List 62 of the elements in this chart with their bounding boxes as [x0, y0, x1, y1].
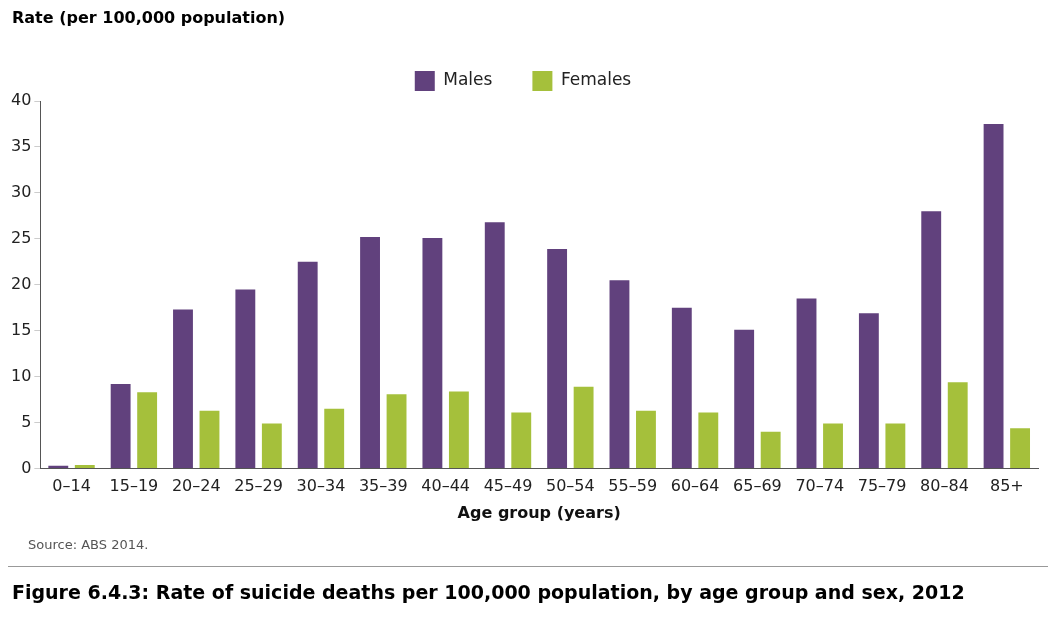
bar — [547, 248, 568, 469]
bar — [671, 307, 692, 469]
x-tick-label: 40–44 — [421, 476, 471, 496]
x-tick-label: 75–79 — [857, 476, 907, 496]
bar — [636, 410, 656, 469]
bar — [885, 423, 906, 469]
bar — [199, 410, 220, 469]
bar — [921, 211, 942, 469]
x-tick-label: 50–54 — [546, 476, 595, 496]
bar — [823, 423, 843, 469]
bar — [484, 222, 505, 469]
x-tick-label: 60–64 — [670, 476, 720, 496]
y-tick-label: 15 — [11, 319, 32, 339]
y-tick-label: 25 — [11, 228, 32, 248]
y-tick-label: 30 — [11, 182, 32, 202]
legend-label: Males — [443, 69, 493, 90]
bar — [760, 431, 781, 469]
x-tick-label: 0–14 — [52, 476, 91, 496]
x-tick-label: 35–39 — [358, 476, 408, 496]
bar — [573, 386, 594, 469]
x-tick-label: 55–59 — [608, 476, 658, 496]
x-tick-label: 70–74 — [795, 476, 845, 496]
y-tick-label: 35 — [11, 136, 32, 156]
bar — [110, 384, 131, 469]
x-tick-label: 80–84 — [920, 476, 969, 496]
bar — [360, 237, 380, 469]
y-tick-label: 40 — [11, 90, 32, 110]
legend-label: Females — [560, 69, 632, 90]
bar — [74, 464, 95, 469]
bar — [448, 391, 469, 469]
bar — [235, 289, 256, 469]
x-tick-label: 20–24 — [171, 476, 221, 496]
bar — [698, 412, 719, 469]
bar — [734, 329, 755, 469]
y-tick-label: 10 — [11, 365, 32, 385]
bar — [173, 309, 193, 469]
x-tick-label: 65–69 — [733, 476, 782, 496]
x-tick-label: 85+ — [989, 476, 1024, 496]
bar — [297, 261, 318, 469]
bar — [858, 313, 879, 469]
bar — [137, 392, 158, 469]
bar — [324, 408, 345, 469]
x-tick-label: 45–49 — [483, 476, 533, 496]
y-tick-label: 20 — [11, 273, 32, 293]
y-axis-title: Rate (per 100,000 population) — [12, 8, 287, 27]
bar — [511, 412, 532, 469]
y-tick-label: 0 — [21, 457, 32, 477]
bar — [983, 123, 1004, 469]
source-note: Source: ABS 2014. — [28, 537, 150, 552]
y-tick-label: 5 — [21, 411, 32, 431]
bar — [796, 298, 817, 469]
x-axis-title: Age group (years) — [457, 502, 621, 522]
bar — [261, 423, 282, 469]
x-tick-label: 30–34 — [296, 476, 346, 496]
bar — [947, 382, 968, 469]
bar — [609, 280, 630, 469]
bar — [422, 237, 443, 469]
x-tick-label: 25–29 — [234, 476, 283, 496]
x-tick-label: 15–19 — [109, 476, 159, 496]
bar — [1010, 428, 1031, 469]
text: Figure 6.4.3: Rate of suicide deaths per 100,000 population, by age group and sex, 2012 — [12, 581, 966, 603]
bar — [386, 394, 407, 469]
